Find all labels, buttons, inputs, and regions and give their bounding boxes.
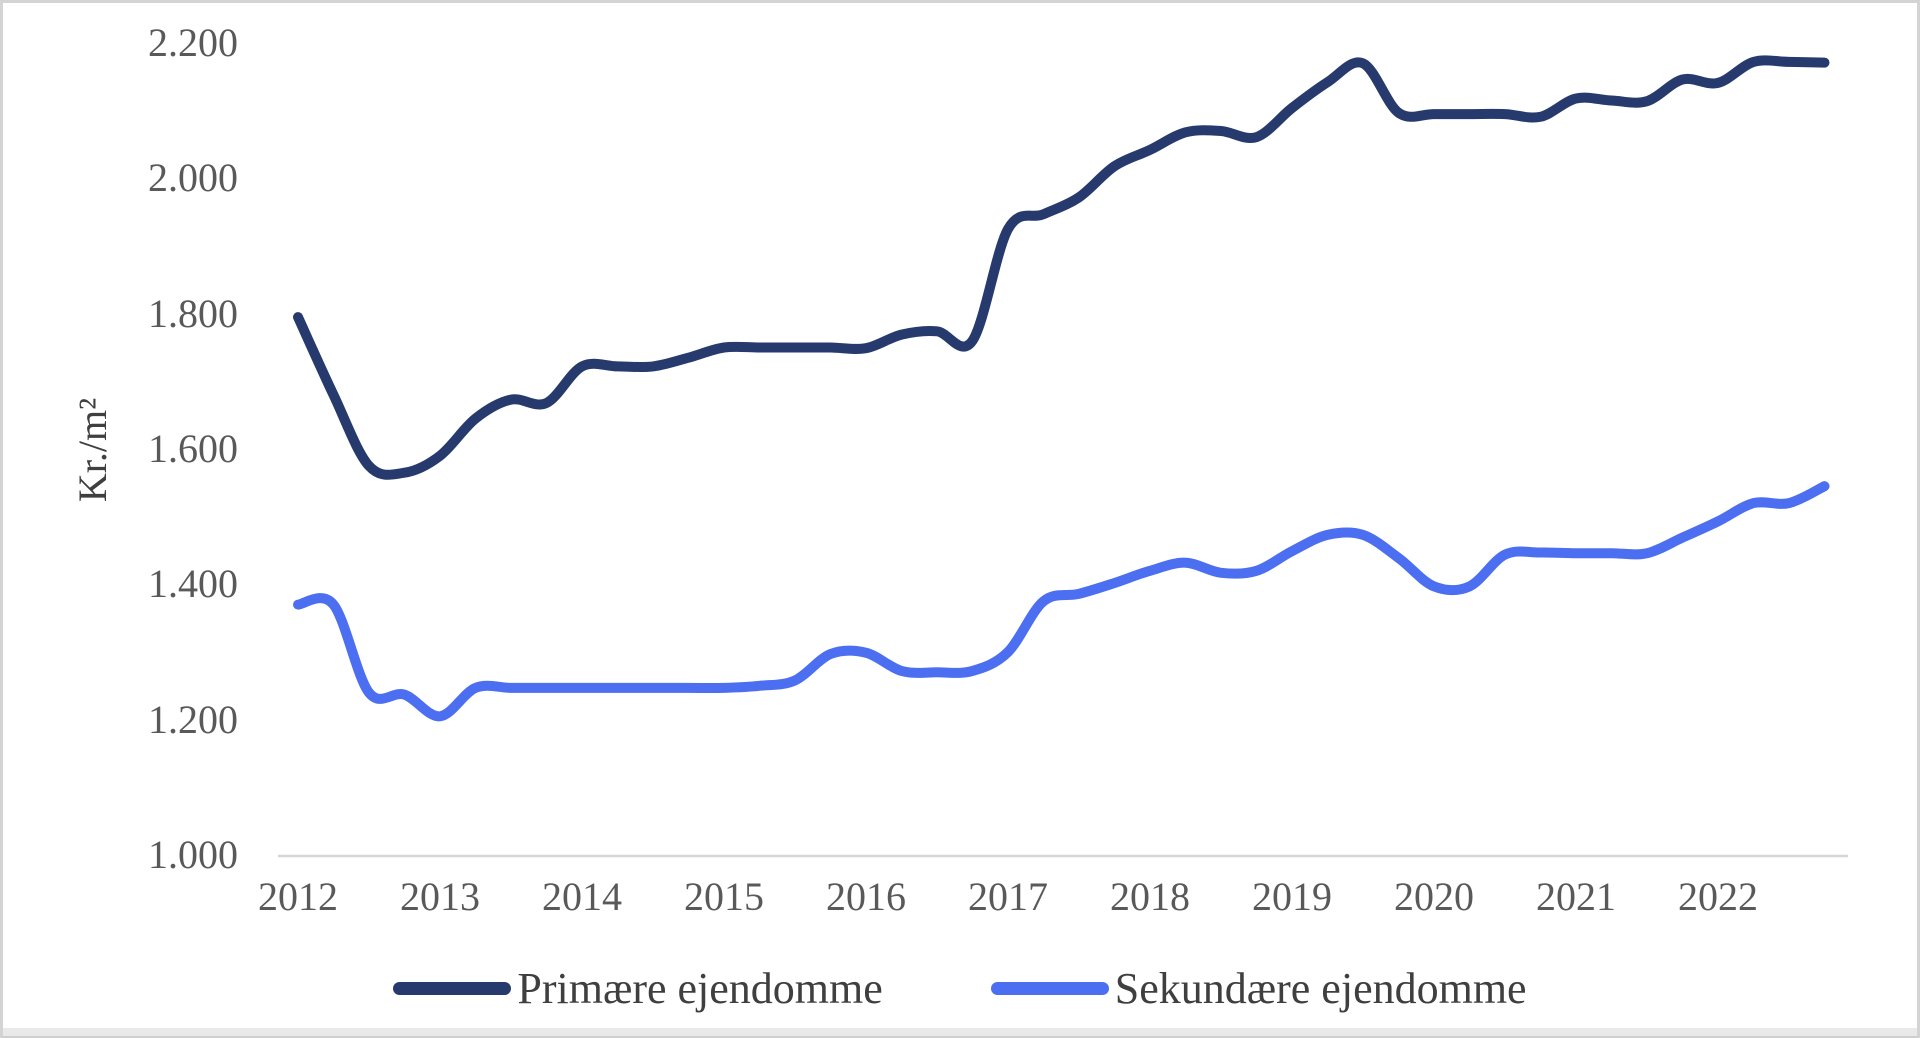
y-tick-label: 1.200	[148, 696, 238, 742]
x-tick-label: 2012	[258, 874, 338, 919]
legend-line-swatch	[393, 981, 512, 995]
x-tick-label: 2018	[1110, 874, 1190, 919]
series-line-sekundaere	[293, 481, 1830, 722]
x-tick-label: 2013	[400, 874, 480, 919]
x-tick-label: 2015	[684, 874, 764, 919]
x-tick-label: 2022	[1678, 874, 1758, 919]
y-tick-label: 1.800	[148, 290, 238, 336]
x-tick-label: 2020	[1394, 874, 1474, 919]
x-tick-label: 2019	[1252, 874, 1332, 919]
x-tick-label: 2021	[1536, 874, 1616, 919]
y-tick-label: 1.000	[148, 832, 238, 877]
x-tick-label: 2014	[542, 874, 622, 919]
y-tick-label: 2.200	[148, 20, 238, 65]
bottom-strip	[3, 1028, 1917, 1036]
legend-label: Sekundære ejendomme	[1114, 963, 1527, 1013]
y-tick-label: 1.400	[148, 561, 238, 607]
legend: Primære ejendomme Sekundære ejendomme	[3, 958, 1917, 1018]
y-tick-label: 1.600	[148, 426, 238, 471]
legend-line-swatch	[990, 981, 1109, 995]
plot-area	[278, 55, 1848, 858]
legend-item-sekundaere: Sekundære ejendomme	[990, 963, 1527, 1014]
legend-item-primaere: Primære ejendomme	[393, 963, 883, 1014]
series-line-primaere	[293, 55, 1830, 480]
x-tick-label: 2017	[968, 874, 1048, 919]
legend-label: Primære ejendomme	[517, 963, 883, 1013]
y-tick-label: 2.000	[148, 155, 238, 201]
x-tick-label: 2016	[826, 874, 906, 919]
